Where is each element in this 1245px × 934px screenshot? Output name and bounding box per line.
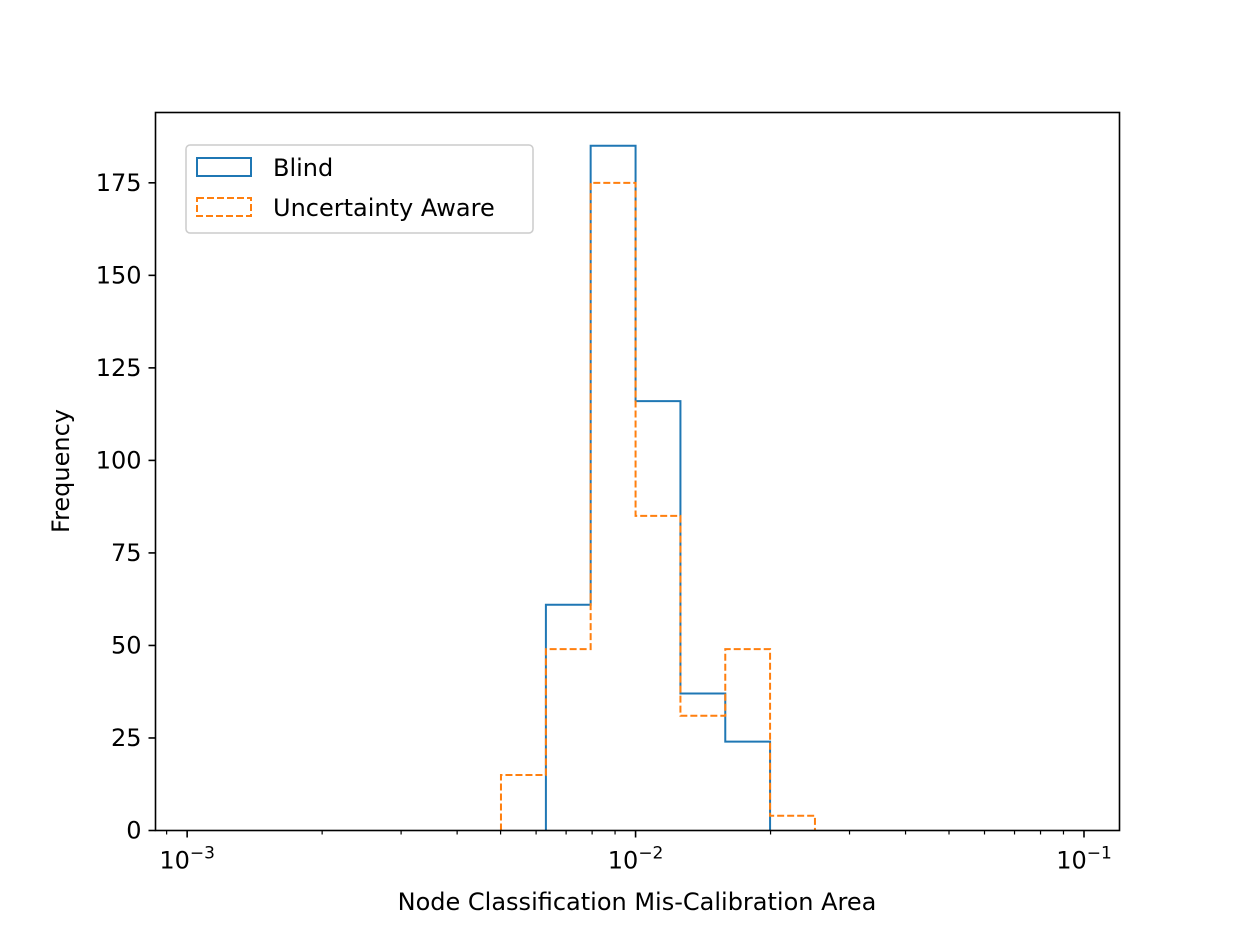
series-layer xyxy=(499,144,816,831)
y-axis-ticks: 0 25 50 75 100 125 150 175 xyxy=(96,169,156,845)
y-tick-label-4: 100 xyxy=(96,446,142,474)
y-axis-label: Frequency xyxy=(47,409,75,533)
series-step-blind xyxy=(544,144,772,831)
y-tick-label-7: 175 xyxy=(96,169,142,197)
legend: Blind Uncertainty Aware xyxy=(185,144,534,234)
legend-label-blind: Blind xyxy=(273,154,333,182)
y-tick-label-6: 150 xyxy=(96,261,142,289)
y-tick-label-5: 125 xyxy=(96,354,142,382)
legend-frame xyxy=(185,144,534,234)
series-step-uncertainty-aware xyxy=(499,181,816,831)
x-tick-label-2: 10−1 xyxy=(1056,844,1112,875)
y-tick-label-0: 0 xyxy=(126,817,141,845)
x-axis-ticks: 10−3 10−2 10−1 xyxy=(159,830,1112,875)
x-tick-label-0: 10−3 xyxy=(159,844,215,875)
x-tick-label-1: 10−2 xyxy=(608,844,664,875)
y-tick-label-2: 50 xyxy=(111,631,142,659)
axes-frame xyxy=(154,111,1121,832)
y-tick-label-1: 25 xyxy=(111,724,142,752)
x-axis-label: Node Classification Mis-Calibration Area xyxy=(398,888,877,916)
legend-swatch-blind xyxy=(196,157,252,177)
y-tick-label-3: 75 xyxy=(111,539,142,567)
legend-swatch-uncertainty-aware xyxy=(196,197,252,217)
legend-label-uncertainty-aware: Uncertainty Aware xyxy=(273,194,495,222)
